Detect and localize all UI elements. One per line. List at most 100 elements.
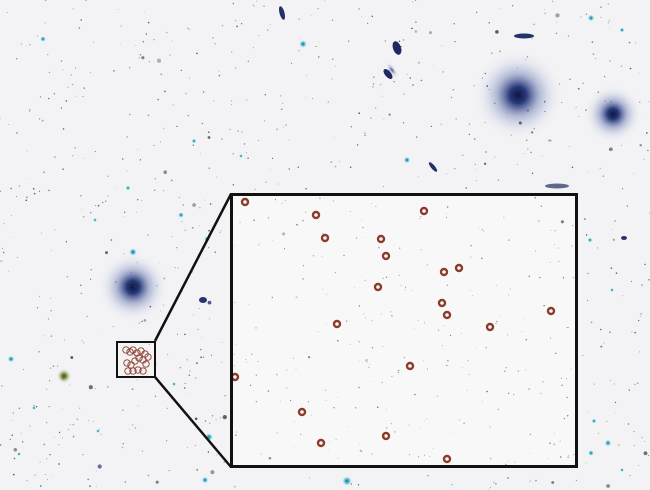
faint-star (634, 42, 637, 44)
inset-faint-star (363, 313, 365, 315)
faint-star (94, 151, 96, 153)
faint-star (412, 84, 414, 86)
faint-star (610, 101, 612, 103)
faint-star (188, 374, 191, 376)
faint-star (196, 468, 199, 471)
inset-faint-star (573, 454, 575, 456)
inset-faint-star (437, 329, 440, 331)
faint-star (123, 253, 125, 255)
faint-star (135, 354, 137, 356)
faint-star (7, 12, 8, 13)
faint-star (12, 412, 14, 414)
faint-star (158, 262, 160, 264)
inset-faint-star (553, 443, 556, 445)
inset-faint-star (426, 368, 428, 370)
faint-star (105, 200, 107, 202)
inset-faint-star (482, 401, 483, 403)
faint-star (180, 69, 182, 71)
inset-faint-star (470, 256, 472, 258)
faint-star (327, 101, 330, 103)
galaxy-left-middle (97, 251, 169, 323)
faint-star (137, 149, 139, 150)
faint-star (122, 443, 124, 445)
faint-star (171, 40, 173, 42)
faint-star (288, 168, 290, 170)
faint-star (43, 443, 45, 446)
faint-star (621, 144, 623, 146)
inset-faint-star (324, 197, 326, 199)
faint-star (196, 362, 198, 364)
inset-faint-star (512, 393, 515, 396)
faint-star (166, 31, 168, 34)
faint-star (330, 161, 332, 163)
inset-faint-star (390, 422, 392, 425)
inset-faint-star (380, 313, 382, 315)
faint-star (83, 342, 85, 344)
faint-star (648, 100, 650, 102)
faint-star (516, 164, 518, 166)
inset-faint-star (381, 382, 383, 384)
faint-star (358, 8, 360, 10)
faint-star (518, 121, 522, 125)
faint-star (192, 144, 195, 147)
faint-star (232, 2, 235, 5)
faint-star (349, 166, 352, 169)
faint-star (100, 332, 102, 334)
faint-star (544, 111, 546, 113)
faint-star (569, 146, 570, 148)
faint-star (9, 438, 11, 441)
faint-star (579, 88, 581, 90)
faint-star (280, 108, 283, 111)
faint-star (633, 173, 635, 175)
faint-star (171, 179, 173, 182)
faint-star (236, 25, 238, 28)
faint-star (400, 45, 402, 48)
faint-star (207, 136, 211, 139)
faint-star (256, 0, 258, 2)
inset-faint-star (398, 274, 401, 277)
faint-star (606, 484, 610, 488)
faint-star (0, 444, 2, 446)
galaxy-edge-on-right (545, 183, 569, 189)
zoomed-inset-panel (230, 193, 578, 468)
faint-star (41, 119, 44, 122)
inset-faint-star (366, 361, 368, 363)
inset-faint-star (373, 381, 374, 382)
faint-star (184, 229, 186, 232)
inset-faint-star (308, 356, 311, 359)
inset-faint-star (397, 371, 399, 374)
faint-star (484, 122, 486, 124)
faint-star (44, 0, 47, 1)
inset-faint-star (441, 345, 443, 347)
faint-star (388, 113, 391, 116)
faint-star (50, 310, 52, 312)
faint-star (89, 72, 91, 74)
faint-star (52, 365, 55, 367)
inset-faint-star (446, 364, 448, 367)
inset-faint-star (300, 433, 302, 435)
inset-faint-star (409, 454, 411, 456)
faint-star (416, 136, 418, 138)
inset-faint-star (555, 352, 557, 354)
faint-star (440, 123, 442, 125)
faint-star (379, 83, 382, 86)
faint-star (29, 425, 31, 427)
faint-star (628, 389, 630, 391)
faint-star (499, 50, 501, 53)
faint-star (633, 431, 635, 433)
faint-star (582, 82, 585, 85)
faint-star (141, 56, 145, 60)
faint-star (10, 237, 12, 239)
inset-faint-star (514, 461, 516, 463)
faint-star (28, 110, 31, 112)
faint-star (56, 365, 59, 367)
faint-star (33, 404, 35, 407)
inset-faint-star (446, 213, 448, 214)
faint-star (156, 285, 158, 287)
source-marker (311, 210, 321, 220)
inset-faint-star (349, 343, 351, 345)
faint-star (132, 424, 134, 426)
inset-faint-star (286, 369, 288, 371)
faint-star (107, 386, 109, 388)
faint-star (543, 100, 546, 103)
